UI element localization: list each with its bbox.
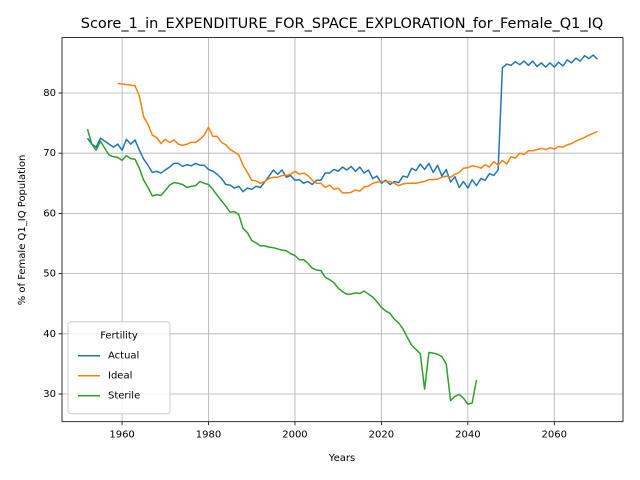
plot-frame bbox=[61, 37, 624, 423]
data-line bbox=[86, 128, 478, 405]
x-tick-label: 2060 bbox=[542, 430, 567, 441]
legend-box bbox=[67, 321, 171, 415]
y-axis-label: % of Female Q1_IQ Population bbox=[17, 155, 28, 306]
data-line bbox=[86, 54, 599, 193]
legend-label: Sterile bbox=[108, 391, 140, 402]
x-tick-label: 2020 bbox=[369, 430, 394, 441]
legend-label: Actual bbox=[108, 351, 139, 362]
y-tick-label: 80 bbox=[43, 88, 56, 99]
y-tick-label: 60 bbox=[43, 208, 56, 219]
y-tick-label: 50 bbox=[43, 269, 56, 280]
legend-label: Ideal bbox=[108, 371, 132, 382]
x-tick-label: 2040 bbox=[455, 430, 480, 441]
y-tick-label: 30 bbox=[43, 389, 56, 400]
x-tick-label: 1960 bbox=[109, 430, 134, 441]
legend-title: Fertility bbox=[100, 331, 138, 342]
x-axis-label: Years bbox=[328, 453, 355, 464]
chart-title: Score_1_in_EXPENDITURE_FOR_SPACE_EXPLORA… bbox=[81, 16, 604, 32]
x-tick-label: 1980 bbox=[196, 430, 221, 441]
x-tick-label: 2000 bbox=[282, 430, 307, 441]
data-line bbox=[117, 82, 598, 194]
y-tick-label: 70 bbox=[43, 148, 56, 159]
y-tick-label: 40 bbox=[43, 329, 56, 340]
